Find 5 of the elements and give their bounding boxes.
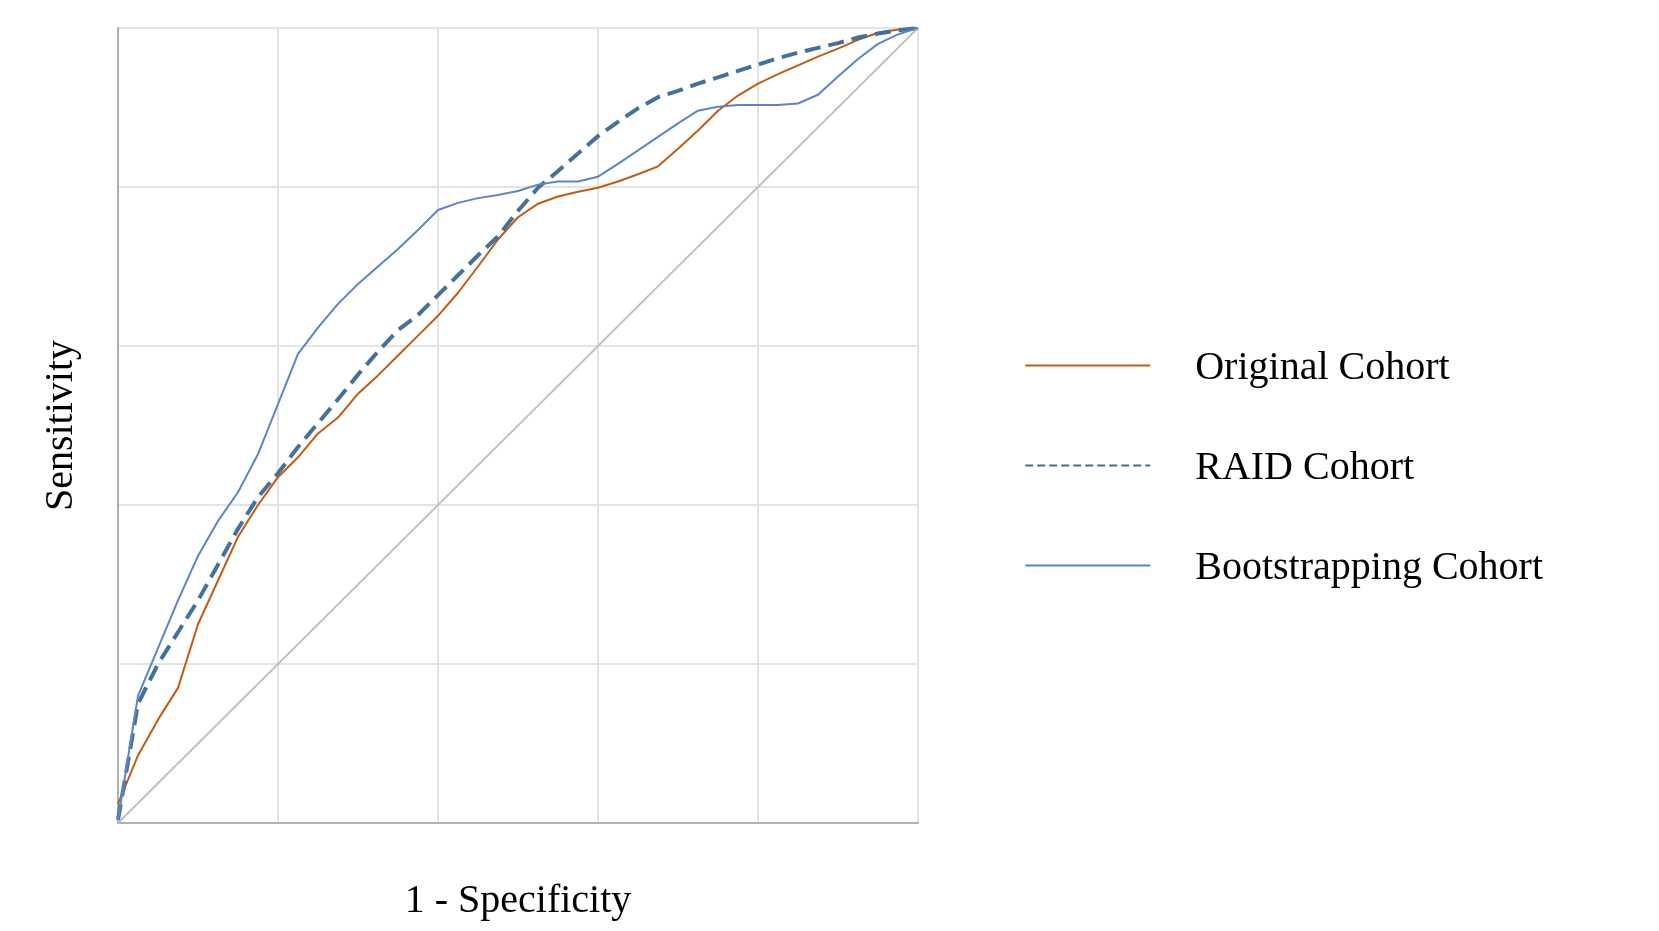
legend-label: RAID Cohort	[1195, 443, 1415, 488]
legend-label: Bootstrapping Cohort	[1195, 543, 1544, 588]
legend-label: Original Cohort	[1195, 343, 1450, 388]
x-axis-title: 1 - Specificity	[404, 875, 632, 921]
y-axis-title: Sensitivity	[35, 339, 81, 512]
